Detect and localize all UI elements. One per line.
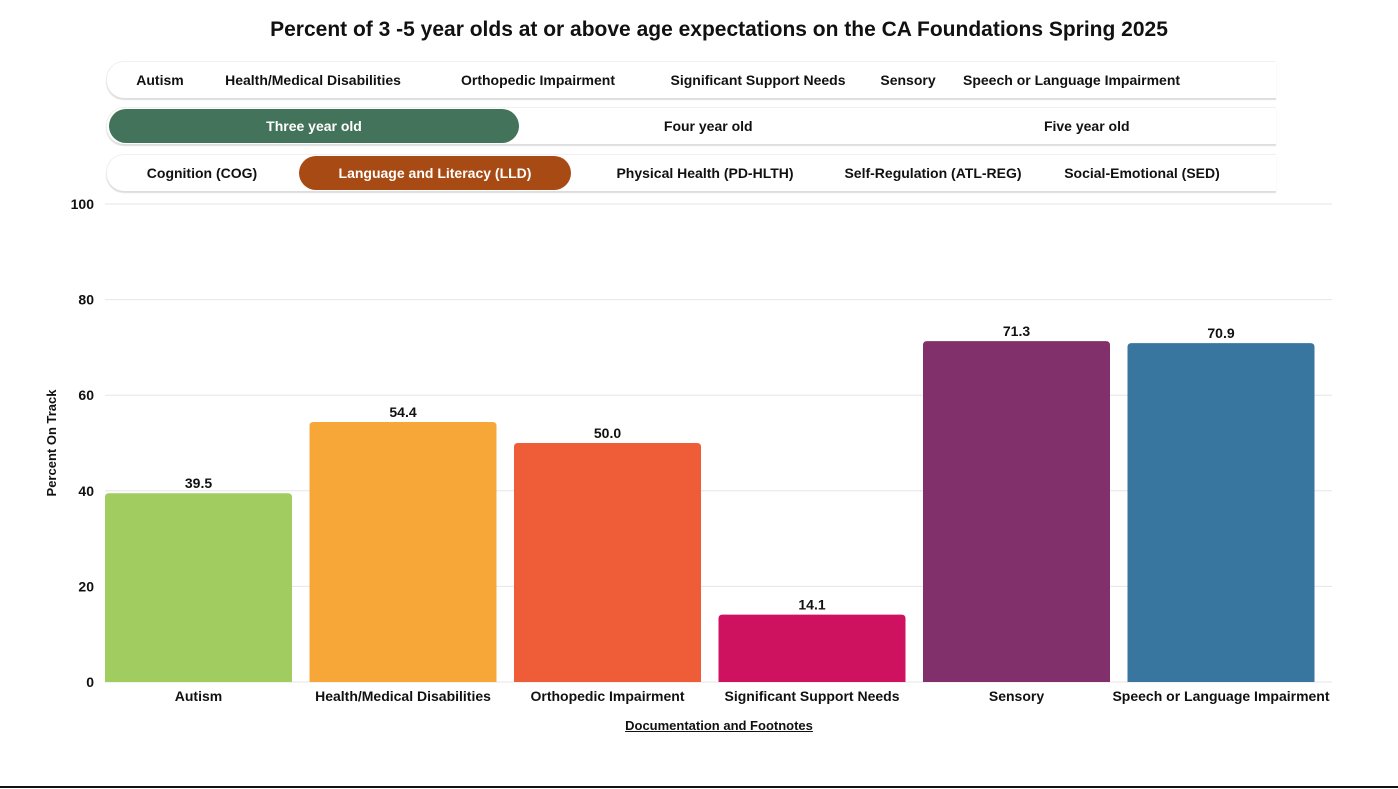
bar-4 [923,341,1110,682]
y-tick-label: 80 [78,292,94,308]
data-label: 70.9 [1207,325,1234,341]
chart-title: Percent of 3 -5 year olds at or above ag… [270,18,1168,41]
data-label: 39.5 [185,475,212,491]
x-tick-label: Autism [175,688,222,704]
filter-three-year-old[interactable]: Three year old [109,109,519,143]
filter-speech-or-language-impairment[interactable]: Speech or Language Impairment [963,72,1181,88]
y-tick-label: 0 [86,674,94,690]
domain-filter: Cognition (COG) Language and Literacy (LL… [106,154,1276,191]
divider [0,786,1398,788]
bar-1 [309,421,497,682]
filter-sensory[interactable]: Sensory [880,72,936,88]
filter-health-medical-disabilities[interactable]: Health/Medical Disabilities [225,72,401,88]
data-label: 14.1 [798,597,825,613]
y-tick-label: 100 [71,196,95,212]
y-tick-label: 40 [78,483,94,499]
data-label: 50.0 [594,425,621,441]
filter-physical-health-pd-hlth[interactable]: Physical Health (PD-HLTH) [616,165,794,181]
documentation-link[interactable]: Documentation and Footnotes [625,718,813,733]
bar-2 [514,443,701,682]
filter-five-year-old[interactable]: Five year old [1043,118,1130,134]
x-tick-label: Significant Support Needs [724,688,899,704]
filter-autism[interactable]: Autism [136,72,184,88]
x-tick-label: Health/Medical Disabilities [315,688,491,704]
filter-self-regulation-atl-reg[interactable]: Self-Regulation (ATL-REG) [844,165,1022,181]
x-tick-label: Speech or Language Impairment [1112,688,1329,704]
age-filter: Three year old Four year old Five year old [106,107,1276,144]
x-tick-label: Orthopedic Impairment [530,688,684,704]
filter-social-emotional-sed[interactable]: Social-Emotional (SED) [1064,165,1220,181]
y-tick-label: 60 [78,387,94,403]
filter-significant-support-needs[interactable]: Significant Support Needs [670,72,846,88]
filter-language-and-literacy-lld[interactable]: Language and Literacy (LLD) [299,156,571,190]
filter-cognition-cog[interactable]: Cognition (COG) [146,165,258,181]
x-tick-label: Sensory [989,688,1044,704]
y-tick-label: 20 [78,578,94,594]
filter-four-year-old[interactable]: Four year old [663,118,753,134]
data-label: 54.4 [389,404,416,420]
y-axis-label: Percent On Track [44,389,59,497]
filter-orthopedic-impairment[interactable]: Orthopedic Impairment [460,72,616,88]
bar-0 [105,493,292,682]
bar-5 [1127,343,1315,682]
disability-filter: Autism Health/Medical Disabilities Orthope… [106,61,1276,98]
bar-3 [718,614,906,682]
data-label: 71.3 [1003,323,1030,339]
